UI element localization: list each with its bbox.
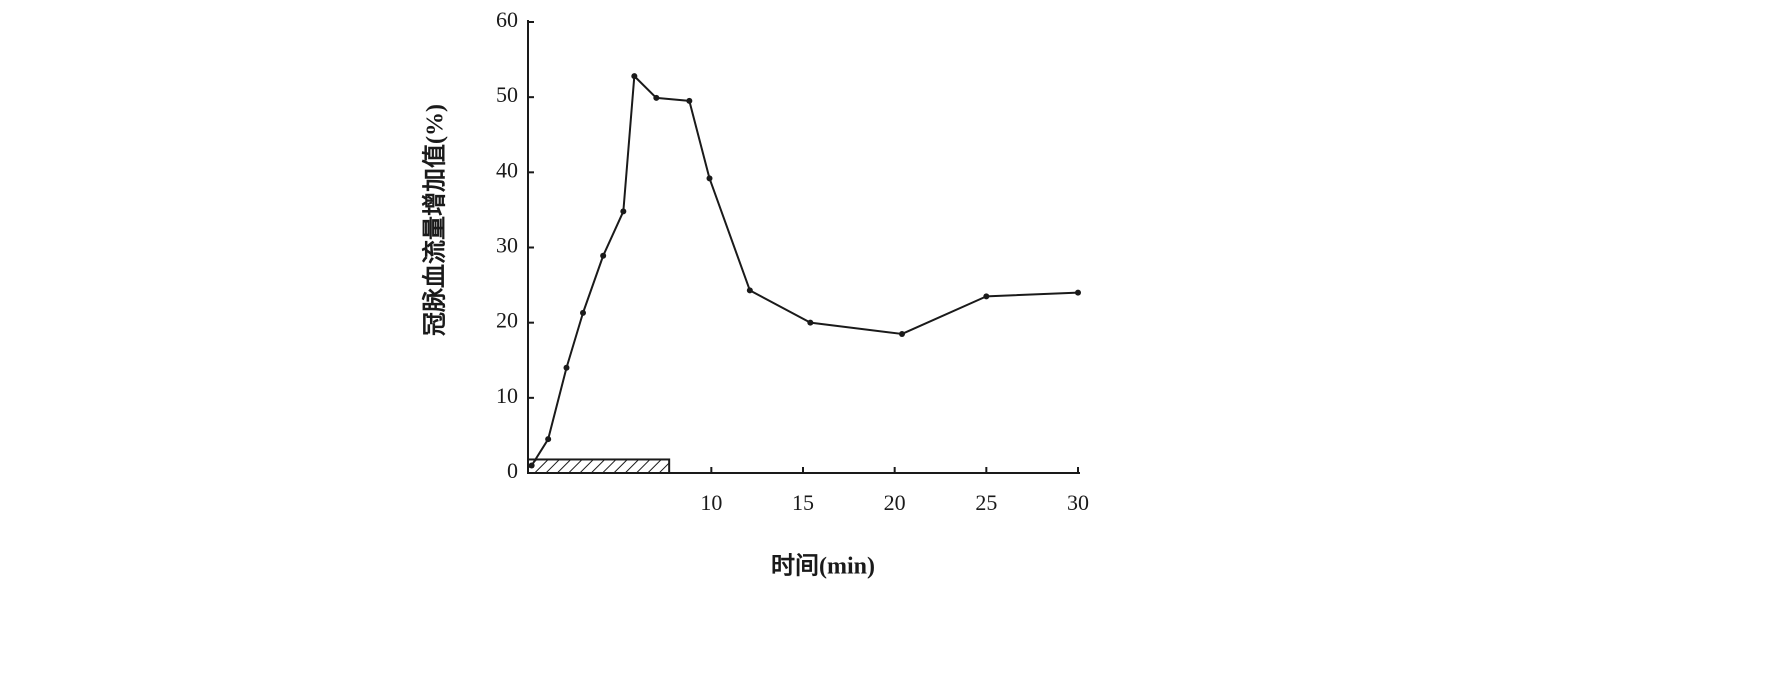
data-point: [631, 73, 638, 80]
x-tick-label: 15: [792, 490, 814, 515]
data-point: [528, 462, 535, 469]
y-tick-label: 20: [496, 308, 518, 333]
data-point: [545, 436, 552, 443]
y-tick-label: 40: [496, 157, 518, 182]
y-tick-label: 10: [496, 383, 518, 408]
data-point: [706, 175, 713, 182]
data-point: [807, 319, 814, 326]
data-point: [746, 287, 753, 294]
data-line: [530, 75, 1079, 467]
x-tick-label: 20: [884, 490, 906, 515]
data-point: [620, 208, 627, 215]
y-tick-label: 30: [496, 233, 518, 258]
data-point: [580, 309, 586, 316]
data-point: [600, 252, 607, 259]
data-point: [983, 293, 990, 300]
data-point: [899, 330, 905, 337]
data-point: [653, 94, 660, 101]
data-point: [686, 97, 693, 104]
y-tick-label: 50: [496, 82, 518, 107]
y-tick-label: 0: [507, 458, 518, 483]
x-axis-title: 时间(min): [771, 553, 875, 580]
y-tick-label: 60: [496, 7, 518, 32]
y-axis-title: 冠脉血流量增加值(%): [421, 104, 449, 336]
x-tick-label: 25: [975, 490, 997, 515]
data-point: [563, 364, 570, 371]
x-tick-label: 30: [1067, 490, 1089, 515]
x-tick-label: 10: [700, 490, 722, 515]
hatched-bar: [527, 458, 671, 475]
data-point: [1075, 289, 1081, 296]
